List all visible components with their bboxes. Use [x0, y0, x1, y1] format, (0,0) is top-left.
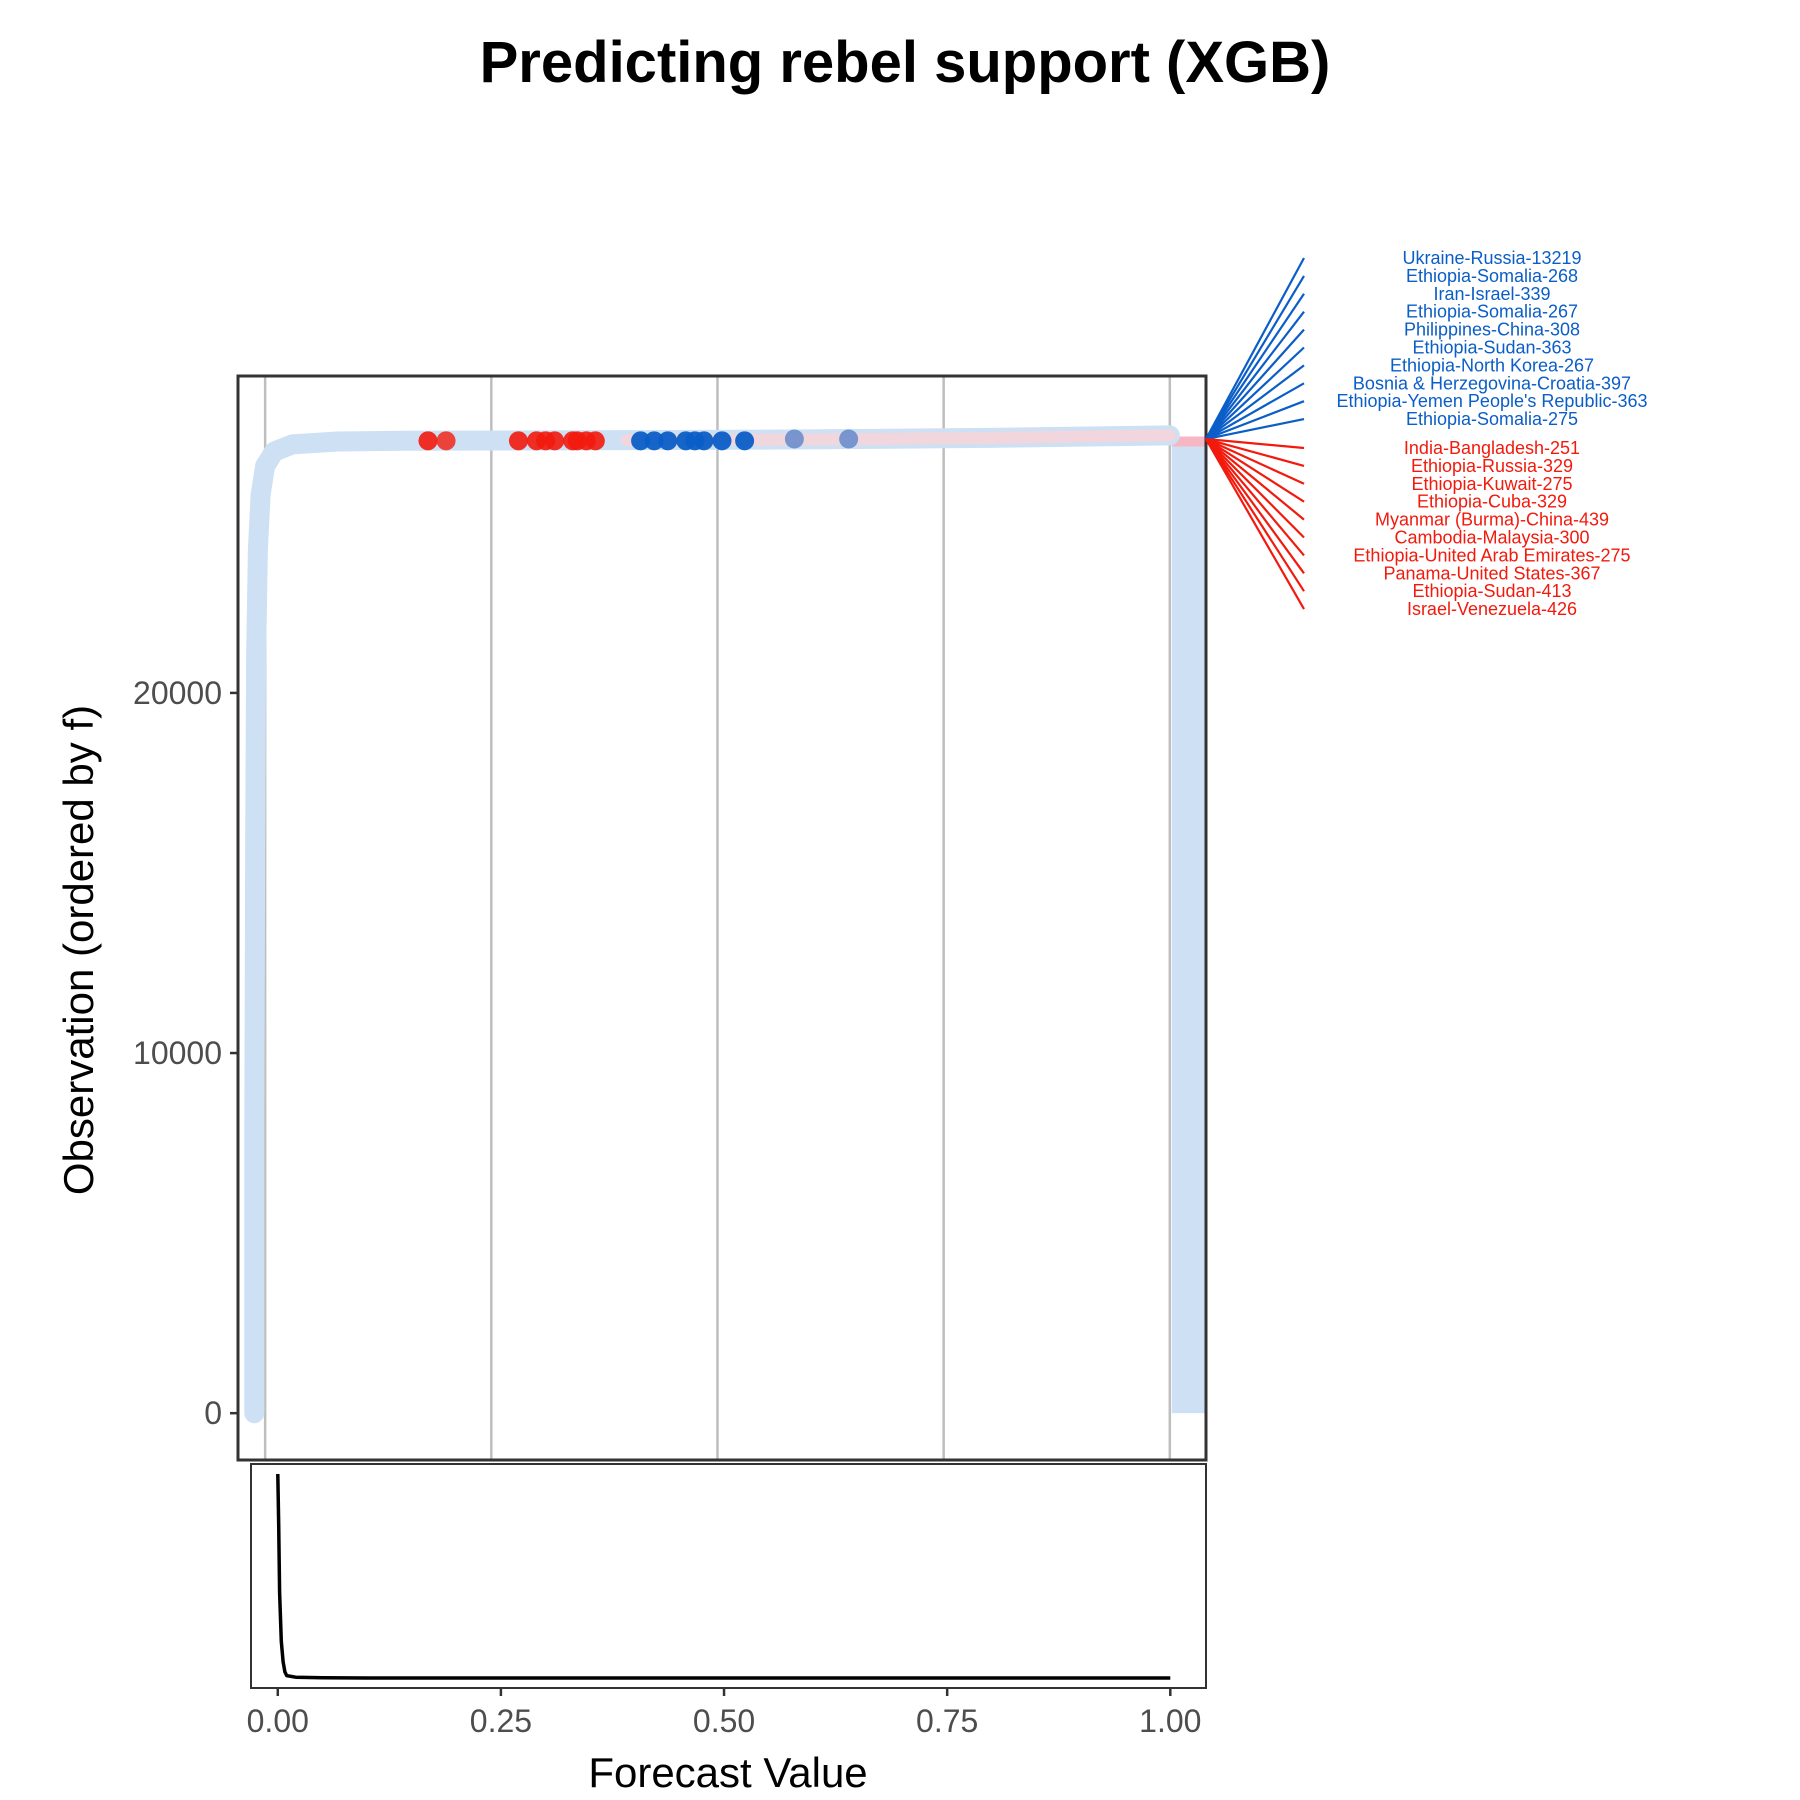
positive-label-line-9: [1205, 418, 1305, 441]
main-panel: 0 10000 20000: [133, 374, 1208, 1462]
outcome-strip-top: [1171, 436, 1205, 447]
forecast-curve: [244, 425, 1180, 1424]
negative-label-7: Panama-United States-367: [1383, 563, 1600, 583]
positive-label-4: Philippines-China-308: [1404, 320, 1580, 340]
x-axis-title: Forecast Value: [588, 1749, 867, 1796]
positive-label-7: Bosnia & Herzegovina-Croatia-397: [1353, 373, 1631, 393]
negative-label-8: Ethiopia-Sudan-413: [1412, 581, 1571, 601]
negative-label-line-6: [1205, 438, 1305, 557]
positive-label-line-4: [1205, 328, 1305, 440]
negative-label-line-3: [1205, 438, 1305, 503]
x-tick-label-1: 0.25: [470, 1703, 532, 1739]
positive-label-2: Iran-Israel-339: [1433, 284, 1550, 304]
positive-point-5: [694, 431, 714, 451]
y-tick-label-0: 0: [204, 1395, 222, 1431]
negative-label-line-8: [1205, 438, 1305, 592]
positive-label-line-7: [1205, 382, 1305, 440]
outcome-labels: Ukraine-Russia-13219Ethiopia-Somalia-268…: [1205, 248, 1648, 619]
y-axis-title: Observation (ordered by f): [55, 705, 102, 1195]
main-panel-border: [236, 374, 1208, 1462]
positive-label-line-6: [1205, 364, 1305, 440]
positive-point-9: [839, 429, 859, 449]
positive-point-6: [712, 431, 732, 451]
positive-point-1: [644, 431, 664, 451]
negative-label-line-5: [1205, 438, 1305, 539]
negative-label-0: India-Bangladesh-251: [1404, 438, 1580, 458]
negative-point-2: [508, 431, 528, 451]
positive-label-8: Ethiopia-Yemen People's Republic-363: [1337, 391, 1648, 411]
negative-label-1: Ethiopia-Russia-329: [1411, 456, 1573, 476]
negative-label-line-1: [1205, 437, 1305, 467]
x-tick-label-0: 0.00: [247, 1703, 309, 1739]
negative-point-9: [585, 431, 605, 451]
positive-label-9: Ethiopia-Somalia-275: [1406, 409, 1578, 429]
positive-label-line-5: [1205, 346, 1305, 440]
positive-label-line-3: [1205, 311, 1305, 440]
y-tick-label-1: 10000: [133, 1035, 222, 1071]
positive-label-1: Ethiopia-Somalia-268: [1406, 266, 1578, 286]
positive-label-3: Ethiopia-Somalia-267: [1406, 302, 1578, 322]
negative-label-line-7: [1205, 438, 1305, 574]
negative-label-6: Ethiopia-United Arab Emirates-275: [1353, 545, 1630, 565]
x-tick-label-3: 0.75: [916, 1703, 978, 1739]
positive-point-2: [658, 431, 678, 451]
positive-label-line-2: [1205, 293, 1305, 440]
x-tick-label-4: 1.00: [1139, 1703, 1201, 1739]
positive-label-line-1: [1205, 275, 1305, 440]
negative-label-line-0: [1205, 437, 1305, 450]
negative-label-5: Cambodia-Malaysia-300: [1394, 528, 1589, 548]
positive-label-line-0: [1205, 257, 1305, 440]
positive-label-0: Ukraine-Russia-13219: [1402, 248, 1581, 268]
density-line: [276, 1473, 1171, 1680]
positive-label-line-8: [1205, 400, 1305, 441]
outcome-strip: [1171, 440, 1205, 1414]
positive-point-0: [631, 431, 651, 451]
positive-point-7: [735, 431, 755, 451]
y-tick-label-2: 20000: [133, 675, 222, 711]
negative-label-3: Ethiopia-Cuba-329: [1417, 492, 1567, 512]
positive-label-6: Ethiopia-North Korea-267: [1390, 355, 1594, 375]
positive-point-8: [784, 429, 804, 449]
negative-label-line-4: [1205, 438, 1305, 521]
negative-label-4: Myanmar (Burma)-China-439: [1375, 510, 1609, 530]
negative-point-0: [418, 431, 438, 451]
negative-label-line-2: [1205, 438, 1305, 485]
negative-point-1: [436, 431, 456, 451]
negative-label-2: Ethiopia-Kuwait-275: [1411, 474, 1572, 494]
density-panel: 0.00 0.25 0.50 0.75 1.00: [247, 1463, 1207, 1739]
negative-label-line-9: [1205, 438, 1305, 610]
density-panel-border: [250, 1463, 1207, 1689]
chart-title: Predicting rebel support (XGB): [480, 30, 1331, 95]
x-tick-label-2: 0.50: [693, 1703, 755, 1739]
positive-label-5: Ethiopia-Sudan-363: [1412, 338, 1571, 358]
negative-label-9: Israel-Venezuela-426: [1407, 599, 1577, 619]
negative-point-5: [545, 431, 565, 451]
